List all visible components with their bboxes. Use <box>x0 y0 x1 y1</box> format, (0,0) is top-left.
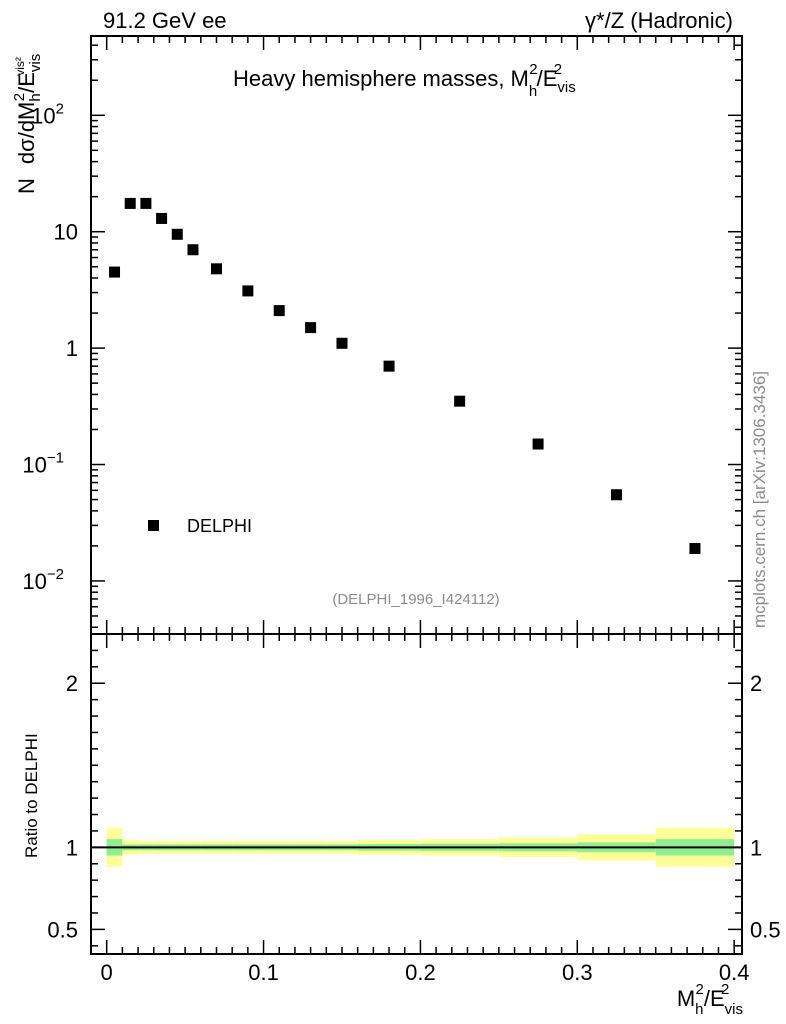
data-point <box>689 542 701 554</box>
legend-label-delphi: DELPHI <box>187 516 252 536</box>
data-point <box>383 360 395 372</box>
y-tick-label: 10−1 <box>22 450 64 478</box>
x-axis-label: Mh2/Evis2 <box>677 981 743 1018</box>
data-point <box>273 305 285 317</box>
ratio-y-tick-label-right: 2 <box>750 671 762 696</box>
x-tick-label: 0 <box>101 960 113 985</box>
ratio-y-tick-label-left: 2 <box>66 671 78 696</box>
x-tick-label: 0.3 <box>562 960 593 985</box>
main-plot-frame <box>90 35 743 635</box>
x-tick-label: 0.4 <box>719 960 750 985</box>
data-point <box>140 197 152 209</box>
data-point <box>242 285 254 297</box>
side-source-label: mcplots.cern.ch [arXiv:1306.3436] <box>750 371 769 628</box>
x-tick-label: 0.1 <box>248 960 279 985</box>
data-point <box>532 438 544 450</box>
ratio-y-tick-label-right: 0.5 <box>750 917 781 942</box>
ratio-y-tick-label-left: 0.5 <box>47 917 78 942</box>
y-tick-label: 10 <box>54 220 78 245</box>
analysis-annotation: (DELPHI_1996_I424112) <box>332 591 499 608</box>
data-point <box>305 322 317 334</box>
y-tick-label: 1 <box>66 336 78 361</box>
y-tick-label: 102 <box>31 100 64 128</box>
data-point <box>187 244 199 256</box>
data-point <box>156 212 168 224</box>
ratio-y-tick-label-left: 1 <box>66 835 78 860</box>
main-plot-title: Heavy hemisphere masses, Mh2/Evis2 <box>233 61 576 100</box>
x-tick-label: 0.2 <box>405 960 436 985</box>
data-point <box>210 263 222 275</box>
data-point <box>109 266 121 278</box>
ratio-plot-panel: 0 0.1 0.2 0.3 0.40.5 0.51 12 2 Ratio to DELPHI … <box>22 633 781 1018</box>
header-right-label: γ*/Z (Hadronic) <box>585 8 733 33</box>
ratio-plot-frame <box>90 633 743 955</box>
legend-marker-delphi <box>148 520 159 531</box>
data-point <box>611 489 623 501</box>
ratio-y-tick-label-right: 1 <box>750 835 762 860</box>
data-point <box>124 197 136 209</box>
data-point <box>454 395 466 407</box>
main-plot-panel: 10−2 10−1 1 10 102 Heavy hemisphere masses, … <box>11 35 743 635</box>
data-point <box>336 337 348 349</box>
main-plot-ylabel: Ndσ/dMh2/Evisvis² <box>11 54 44 194</box>
y-tick-label: 10−2 <box>22 566 64 594</box>
ratio-plot-ylabel: Ratio to DELPHI <box>22 733 41 858</box>
header-left-label: 91.2 GeV ee <box>103 8 227 33</box>
data-point <box>171 228 183 240</box>
